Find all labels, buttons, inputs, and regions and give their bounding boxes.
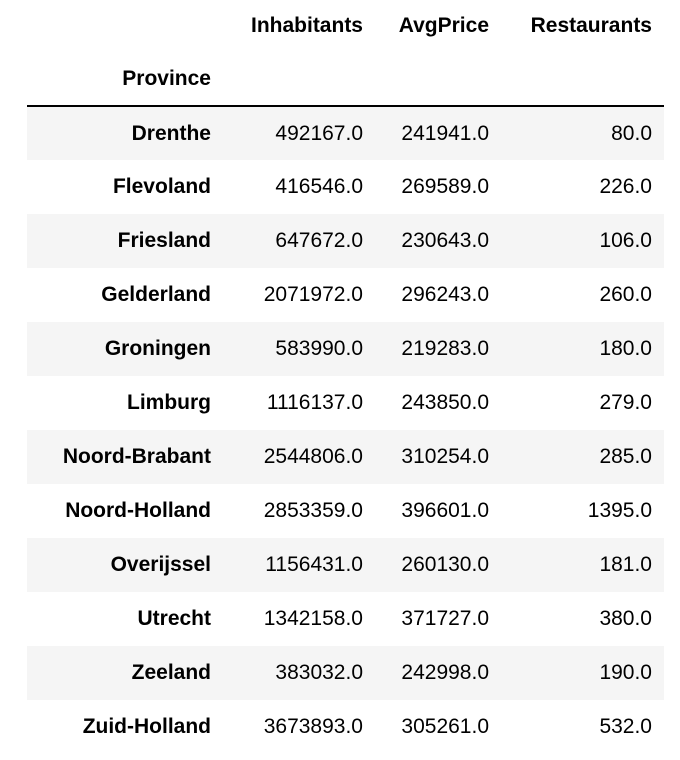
cell-inhabitants: 492167.0 xyxy=(275,121,363,145)
cell-restaurants: 1395.0 xyxy=(587,499,652,522)
table-row: Zeeland 383032.0 242998.0 190.0 xyxy=(27,646,664,700)
cell-avgprice: 260130.0 xyxy=(401,553,489,576)
cell-restaurants: 532.0 xyxy=(599,715,652,738)
cell-inhabitants: 1156431.0 xyxy=(265,553,363,576)
row-index-province: Overijssel xyxy=(110,553,211,576)
row-index-province: Noord-Brabant xyxy=(62,445,211,468)
cell-restaurants: 181.0 xyxy=(599,553,652,576)
column-header-row: Inhabitants AvgPrice Restaurants xyxy=(27,0,664,52)
table-header: Inhabitants AvgPrice Restaurants Provinc… xyxy=(27,0,664,106)
table-row: Zuid-Holland 3673893.0 305261.0 532.0 xyxy=(27,700,664,754)
cell-avgprice: 396601.0 xyxy=(401,499,489,522)
cell-avgprice: 219283.0 xyxy=(401,337,489,360)
cell-restaurants: 180.0 xyxy=(599,337,652,360)
table-row: Gelderland 2071972.0 296243.0 260.0 xyxy=(27,268,664,322)
row-index-province: Limburg xyxy=(127,391,211,414)
header-blank-cell xyxy=(27,0,223,52)
row-index-province: Groningen xyxy=(104,337,211,360)
table-row: Friesland 647672.0 230643.0 106.0 xyxy=(27,214,664,268)
cell-avgprice: 230643.0 xyxy=(401,229,489,252)
index-header-blank xyxy=(223,52,375,106)
cell-avgprice: 269589.0 xyxy=(401,175,489,198)
cell-restaurants: 106.0 xyxy=(599,229,652,252)
cell-inhabitants: 383032.0 xyxy=(275,661,363,684)
index-header-blank xyxy=(501,52,664,106)
table-row: Limburg 1116137.0 243850.0 279.0 xyxy=(27,376,664,430)
dataframe-output: Inhabitants AvgPrice Restaurants Provinc… xyxy=(27,0,664,754)
row-index-province: Noord-Holland xyxy=(65,499,211,522)
cell-restaurants: 190.0 xyxy=(599,661,652,684)
cell-restaurants: 285.0 xyxy=(599,445,652,468)
table-row: Flevoland 416546.0 269589.0 226.0 xyxy=(27,160,664,214)
column-header-inhabitants: Inhabitants xyxy=(250,14,363,37)
cell-inhabitants: 2544806.0 xyxy=(263,445,363,468)
cell-avgprice: 241941.0 xyxy=(401,121,489,145)
table-row: Utrecht 1342158.0 371727.0 380.0 xyxy=(27,592,664,646)
row-index-province: Flevoland xyxy=(112,175,211,198)
row-index-province: Gelderland xyxy=(101,283,211,306)
cell-inhabitants: 416546.0 xyxy=(275,175,363,198)
cell-restaurants: 80.0 xyxy=(611,121,652,145)
cell-restaurants: 260.0 xyxy=(599,283,652,306)
cell-restaurants: 279.0 xyxy=(599,391,652,414)
table-body: Drenthe 492167.0 241941.0 80.0 Flevoland 4165… xyxy=(27,106,664,754)
cell-avgprice: 242998.0 xyxy=(401,661,489,684)
cell-restaurants: 380.0 xyxy=(599,607,652,630)
cell-inhabitants: 3673893.0 xyxy=(263,715,363,738)
cell-restaurants: 226.0 xyxy=(599,175,652,198)
row-index-province: Zuid-Holland xyxy=(82,715,211,738)
dataframe-table: Inhabitants AvgPrice Restaurants Provinc… xyxy=(27,0,664,754)
index-header-row: Province xyxy=(27,52,664,106)
cell-avgprice: 243850.0 xyxy=(401,391,489,414)
index-name-header: Province xyxy=(122,66,211,90)
table-row: Groningen 583990.0 219283.0 180.0 xyxy=(27,322,664,376)
table-row: Drenthe 492167.0 241941.0 80.0 xyxy=(27,106,664,160)
cell-avgprice: 296243.0 xyxy=(401,283,489,306)
row-index-province: Utrecht xyxy=(137,607,211,630)
column-header-restaurants: Restaurants xyxy=(530,14,652,37)
cell-inhabitants: 647672.0 xyxy=(275,229,363,252)
cell-inhabitants: 1116137.0 xyxy=(266,391,363,414)
column-header-avgprice: AvgPrice xyxy=(398,14,489,37)
cell-avgprice: 371727.0 xyxy=(401,607,489,630)
cell-inhabitants: 2071972.0 xyxy=(263,283,363,306)
row-index-province: Zeeland xyxy=(131,661,211,684)
cell-avgprice: 305261.0 xyxy=(401,715,489,738)
cell-inhabitants: 583990.0 xyxy=(275,337,363,360)
cell-avgprice: 310254.0 xyxy=(401,445,489,468)
table-row: Noord-Brabant 2544806.0 310254.0 285.0 xyxy=(27,430,664,484)
row-index-province: Drenthe xyxy=(131,121,211,145)
cell-inhabitants: 2853359.0 xyxy=(263,499,363,522)
index-header-blank xyxy=(375,52,501,106)
table-row: Overijssel 1156431.0 260130.0 181.0 xyxy=(27,538,664,592)
cell-inhabitants: 1342158.0 xyxy=(263,607,363,630)
table-row: Noord-Holland 2853359.0 396601.0 1395.0 xyxy=(27,484,664,538)
row-index-province: Friesland xyxy=(117,229,211,252)
